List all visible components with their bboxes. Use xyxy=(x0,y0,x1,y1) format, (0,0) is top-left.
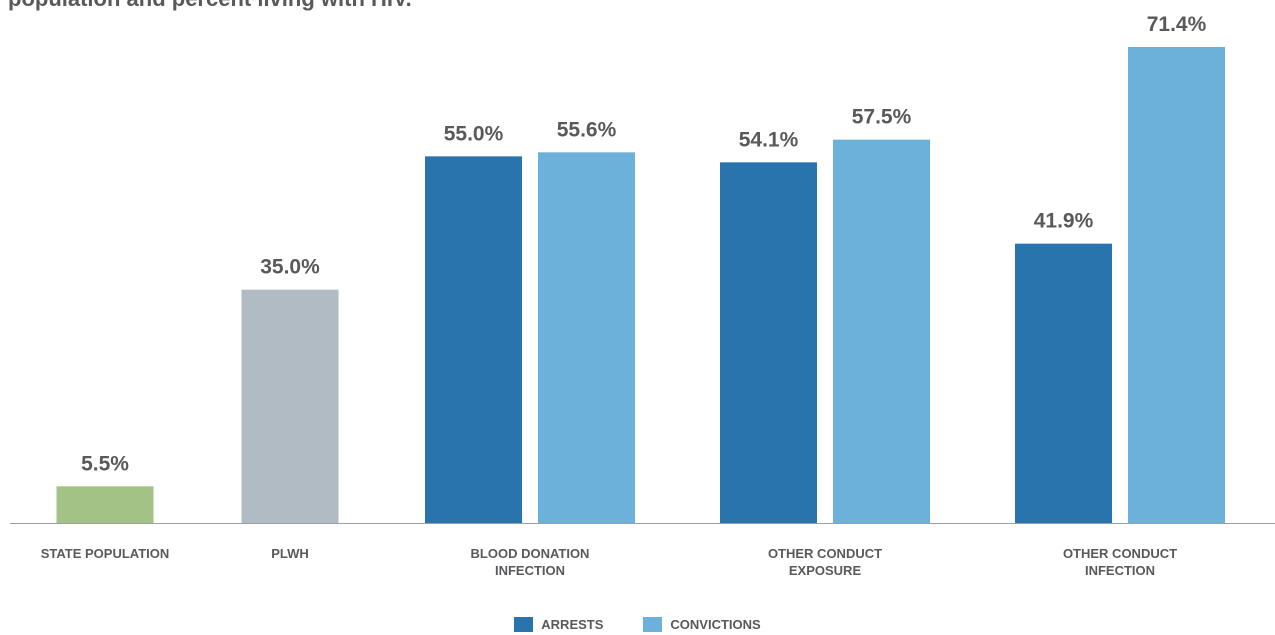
legend-item-convictions: CONVICTIONS xyxy=(643,617,761,632)
category-labels-layer: STATE POPULATION PLWH BLOOD DONATION INFECT… xyxy=(41,546,1177,578)
category-label-line: OTHER CONDUCT xyxy=(768,546,882,561)
bar-value-label: 54.1% xyxy=(739,128,799,151)
chart-title: population and percent living with HIV. xyxy=(8,0,412,12)
bar-arrests-3 xyxy=(720,162,817,524)
bar-value-label: 57.5% xyxy=(852,106,912,129)
legend: ARRESTS CONVICTIONS xyxy=(0,617,1275,632)
bar-value-label: 35.0% xyxy=(260,256,320,279)
bar-value-label: 55.0% xyxy=(444,122,504,145)
category-label-line: PLWH xyxy=(271,546,309,561)
bar-arrests-2 xyxy=(425,156,522,524)
bar-arrests-4 xyxy=(1015,243,1112,523)
category-label: BLOOD DONATION INFECTION xyxy=(471,546,590,578)
category-label-line: INFECTION xyxy=(495,563,565,578)
category-label: OTHER CONDUCT EXPOSURE xyxy=(768,546,882,578)
legend-swatch-convictions xyxy=(643,617,663,632)
bar-convictions-2 xyxy=(538,152,635,524)
bars-layer xyxy=(56,47,1225,524)
bar-plwh-1 xyxy=(241,289,339,523)
legend-swatch-arrests xyxy=(514,617,534,632)
bar-value-label: 71.4% xyxy=(1147,13,1207,36)
bar-convictions-3 xyxy=(833,139,930,523)
bar-value-label: 55.6% xyxy=(557,118,617,141)
value-labels-layer: 5.5% 35.0% 55.0% 55.6% 54.1% 57.5% 41.9% 71.4% xyxy=(81,13,1207,475)
category-label-line: BLOOD DONATION xyxy=(471,546,590,561)
bar-value-label: 5.5% xyxy=(81,452,129,475)
bar-chart: 5.5%35.0%55.0% 55.6% 54.1%57.5%41.9%71.4% … xyxy=(10,13,1275,578)
category-label: OTHER CONDUCT INFECTION xyxy=(1063,546,1177,578)
bar-convictions-4 xyxy=(1128,47,1225,523)
legend-label-convictions: CONVICTIONS xyxy=(670,617,761,632)
legend-item-arrests: ARRESTS xyxy=(514,617,603,632)
category-label: STATE POPULATION xyxy=(41,546,170,561)
bar-value-label: 41.9% xyxy=(1034,210,1094,233)
bar-state_population-0 xyxy=(56,486,154,523)
legend-label-arrests: ARRESTS xyxy=(541,617,604,632)
category-label-line: INFECTION xyxy=(1085,563,1155,578)
category-label-line: EXPOSURE xyxy=(789,563,862,578)
category-label: PLWH xyxy=(271,546,309,561)
category-label-line: STATE POPULATION xyxy=(41,546,170,561)
category-label-line: OTHER CONDUCT xyxy=(1063,546,1177,561)
